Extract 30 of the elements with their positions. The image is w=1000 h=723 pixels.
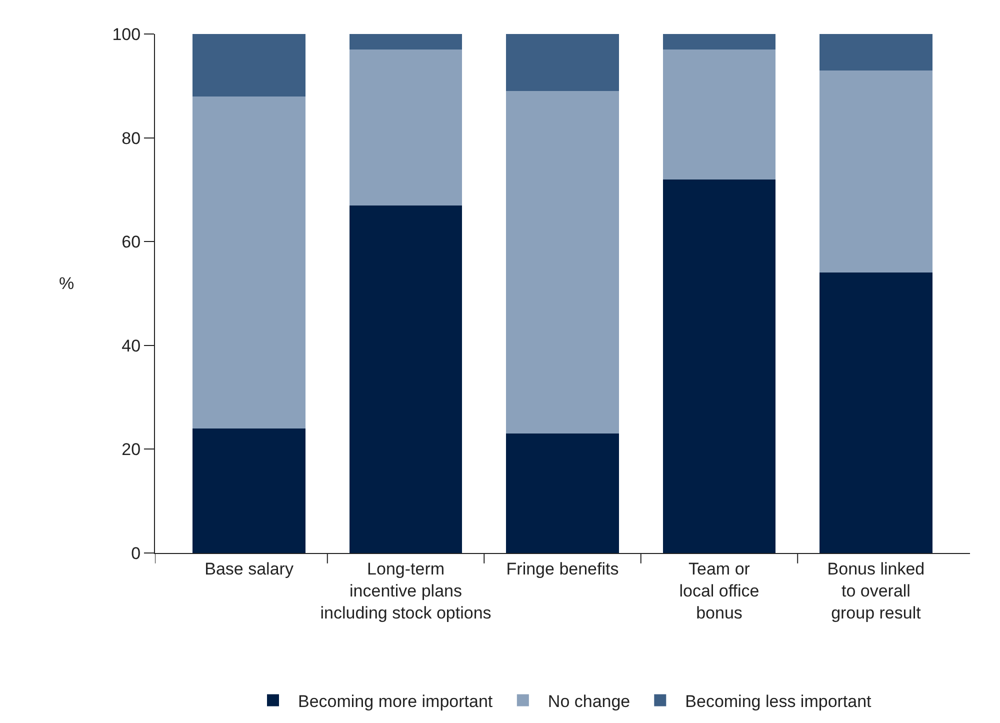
y-tick-label: 0	[131, 544, 141, 563]
bar	[662, 34, 776, 50]
bar	[820, 272, 932, 553]
y-tick-label: 40	[122, 336, 141, 356]
x-tick-label: Team or local office bonus	[679, 559, 760, 623]
bar	[349, 205, 462, 553]
y-tick-label: 100	[112, 24, 141, 44]
bar	[506, 434, 619, 553]
x-tick-label: Fringe benefits	[506, 559, 619, 578]
legend-label: Becoming less important	[685, 692, 872, 711]
x-tick-label: Long-term incentive plans including stock options	[320, 559, 492, 623]
x-tick-label: Bonus linked to overall group result	[827, 559, 925, 623]
legend-label: Becoming more important	[298, 692, 493, 711]
bar	[349, 50, 462, 206]
bar	[506, 91, 619, 434]
y-axis-title: %	[59, 274, 74, 293]
bar	[820, 34, 932, 70]
bar	[820, 70, 932, 273]
bar	[192, 96, 306, 428]
y-tick-label: 60	[122, 232, 141, 252]
bar	[349, 34, 462, 50]
bar	[662, 50, 776, 180]
bar	[662, 179, 776, 553]
bar	[192, 34, 306, 96]
bar	[506, 34, 619, 92]
legend-label: No change	[548, 692, 630, 711]
bar	[192, 428, 306, 553]
x-tick-label: Base salary	[204, 559, 294, 578]
y-tick-label: 20	[122, 440, 141, 460]
y-tick-label: 80	[122, 128, 141, 148]
